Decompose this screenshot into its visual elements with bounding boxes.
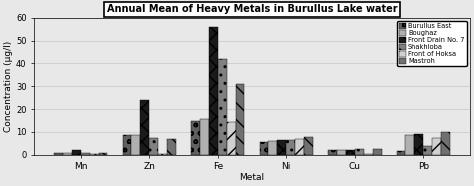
Bar (191, 121, 200, 155)
Bar (328, 150, 337, 155)
Bar (405, 135, 414, 155)
Bar (260, 142, 268, 155)
Bar (236, 84, 245, 155)
Legend: Burullus East, Boughaz, Front Drain No. 7, Shakhloba, Front of Hoksa, Mastroh: Burullus East, Boughaz, Front Drain No. … (397, 21, 466, 66)
Bar (355, 149, 364, 155)
Bar (140, 100, 149, 155)
Bar (99, 153, 108, 155)
Title: Annual Mean of Heavy Metals in Burullus Lake water: Annual Mean of Heavy Metals in Burullus … (107, 4, 397, 14)
Bar (149, 138, 158, 155)
Bar (90, 154, 99, 155)
Bar (364, 154, 373, 155)
Bar (373, 149, 382, 155)
Bar (81, 153, 90, 155)
Y-axis label: Concentration (μg/l): Concentration (μg/l) (4, 41, 13, 132)
Bar (167, 139, 176, 155)
Bar (397, 151, 405, 155)
Bar (158, 154, 167, 155)
Bar (423, 146, 432, 155)
Bar (131, 135, 140, 155)
Bar (286, 140, 295, 155)
Bar (277, 140, 286, 155)
Bar (209, 27, 218, 155)
X-axis label: Metal: Metal (239, 173, 264, 182)
Bar (441, 132, 450, 155)
Bar (227, 122, 236, 155)
Bar (346, 150, 355, 155)
Bar (414, 134, 423, 155)
Bar (122, 135, 131, 155)
Bar (268, 141, 277, 155)
Bar (63, 153, 72, 155)
Bar (218, 59, 227, 155)
Bar (54, 153, 63, 155)
Bar (432, 138, 441, 155)
Bar (337, 150, 346, 155)
Bar (295, 139, 304, 155)
Bar (304, 137, 313, 155)
Bar (72, 150, 81, 155)
Bar (200, 119, 209, 155)
